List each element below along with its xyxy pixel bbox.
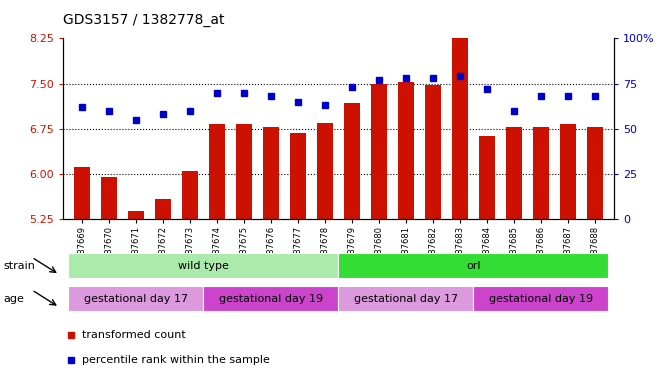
- Text: gestational day 19: gestational day 19: [218, 293, 323, 304]
- Text: wild type: wild type: [178, 261, 228, 271]
- Bar: [68, 253, 339, 278]
- Bar: [451, 34, 468, 219]
- Text: transformed count: transformed count: [82, 330, 185, 340]
- Bar: [424, 85, 441, 219]
- Bar: [473, 286, 609, 311]
- Bar: [317, 122, 333, 219]
- Bar: [127, 211, 144, 219]
- Text: gestational day 19: gestational day 19: [489, 293, 593, 304]
- Bar: [203, 286, 339, 311]
- Bar: [344, 103, 360, 219]
- Bar: [478, 136, 495, 219]
- Bar: [587, 127, 603, 219]
- Bar: [290, 133, 306, 219]
- Bar: [209, 124, 225, 219]
- Bar: [339, 253, 609, 278]
- Bar: [371, 84, 387, 219]
- Text: orl: orl: [466, 261, 480, 271]
- Text: gestational day 17: gestational day 17: [84, 293, 187, 304]
- Text: GDS3157 / 1382778_at: GDS3157 / 1382778_at: [63, 13, 224, 27]
- Bar: [182, 171, 198, 219]
- Bar: [236, 124, 252, 219]
- Bar: [398, 82, 414, 219]
- Text: strain: strain: [3, 261, 35, 271]
- Bar: [533, 127, 549, 219]
- Text: percentile rank within the sample: percentile rank within the sample: [82, 355, 270, 365]
- Text: gestational day 17: gestational day 17: [354, 293, 458, 304]
- Bar: [339, 286, 473, 311]
- Bar: [73, 167, 90, 219]
- Bar: [68, 286, 203, 311]
- Bar: [263, 127, 279, 219]
- Bar: [560, 124, 576, 219]
- Bar: [506, 127, 522, 219]
- Text: age: age: [3, 293, 24, 304]
- Bar: [154, 199, 171, 219]
- Bar: [100, 177, 117, 219]
